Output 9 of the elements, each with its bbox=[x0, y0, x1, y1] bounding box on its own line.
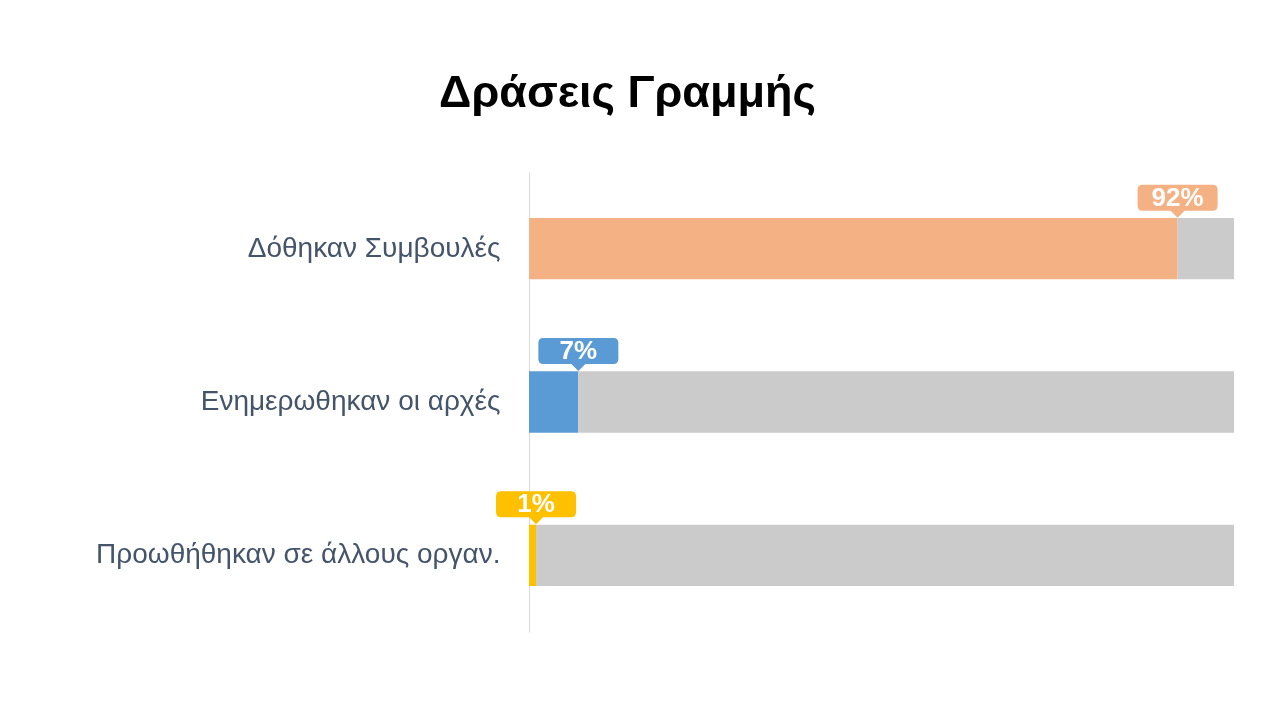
bar bbox=[536, 524, 1234, 586]
y-tick-label: Ενημερωθηκαν οι αρχές bbox=[200, 385, 501, 416]
data-label: 1% bbox=[517, 488, 555, 519]
y-tick-label: Προωθήθηκαν σε άλλους οργαν. bbox=[96, 538, 501, 570]
bar bbox=[578, 371, 1234, 433]
data-label: 92% bbox=[1151, 181, 1204, 212]
y-tick-label: Δόθηκαν Συμβουλές bbox=[247, 231, 501, 263]
data-label: 7% bbox=[559, 335, 598, 365]
chart-title: Δράσεις Γραμμής bbox=[439, 66, 816, 117]
